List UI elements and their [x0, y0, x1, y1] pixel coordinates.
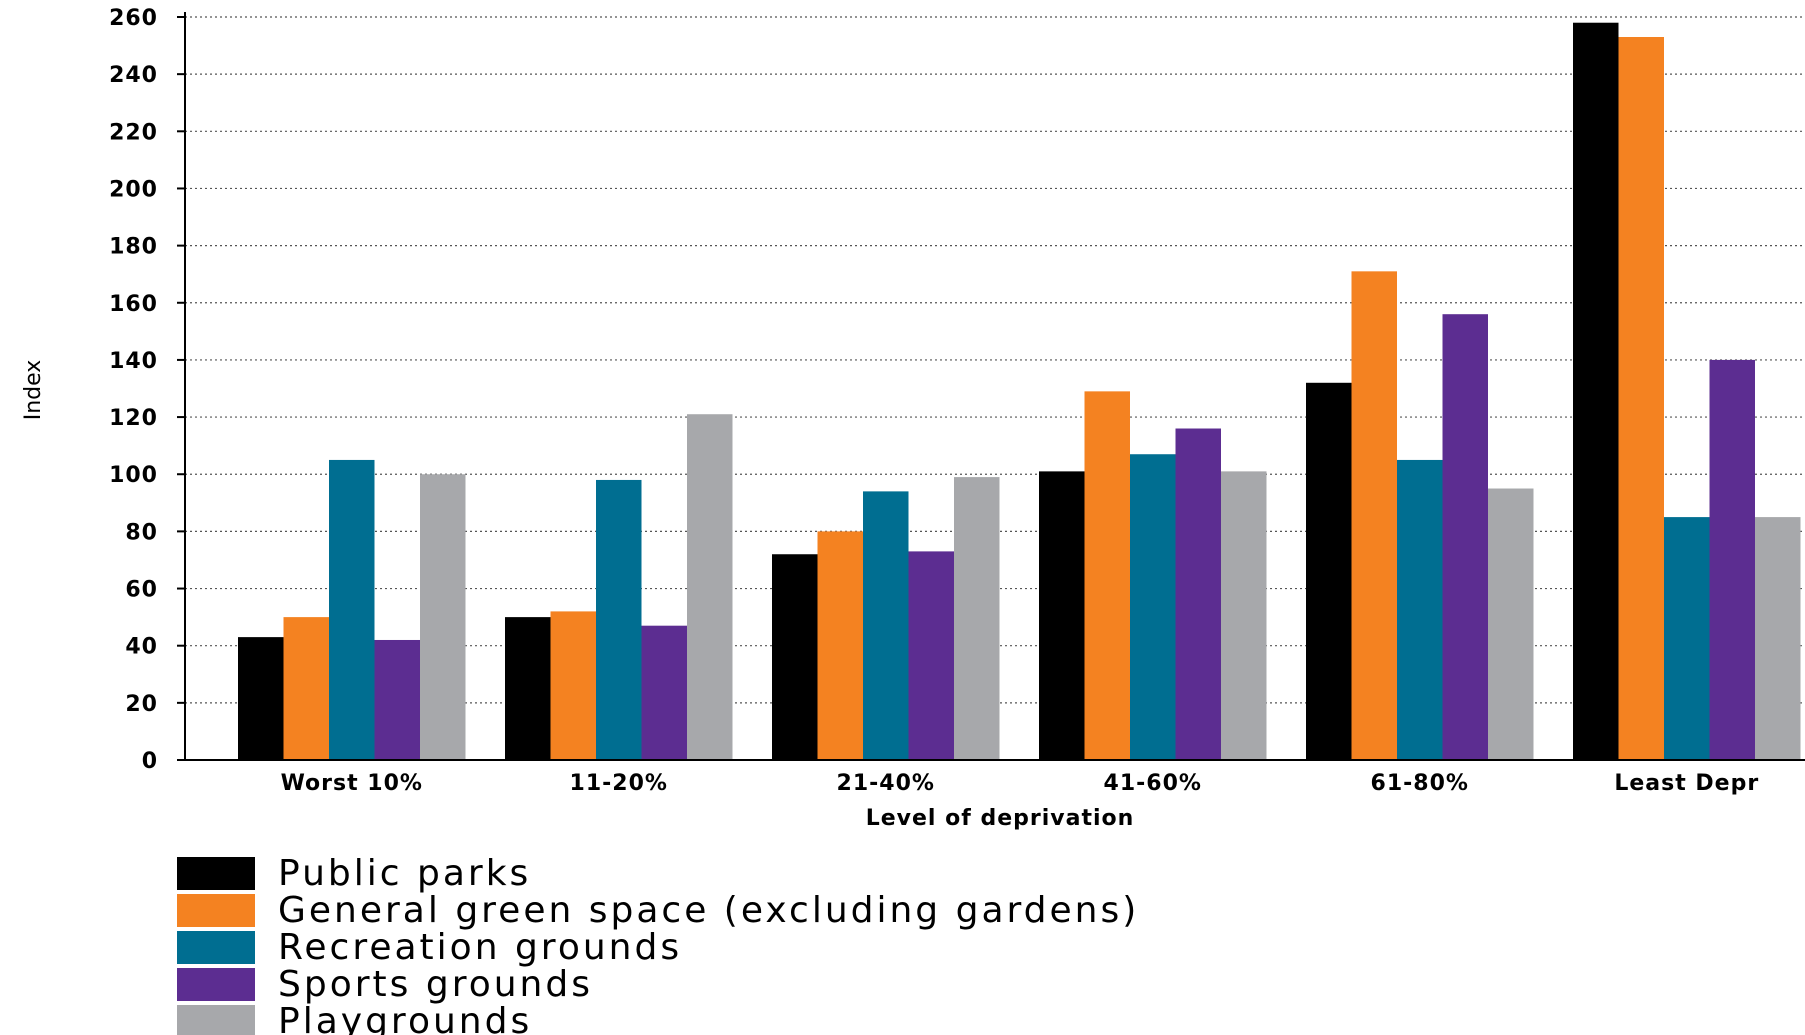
bar-general-green-space-excluding-gardens-2	[817, 531, 863, 760]
x-tick-label: 61-80%	[1371, 771, 1469, 796]
bar-playgrounds-0	[420, 474, 466, 760]
bar-sports-grounds-4	[1442, 314, 1488, 760]
legend-swatch	[177, 968, 255, 1001]
bar-recreation-grounds-4	[1397, 459, 1443, 760]
legend-label: Public parks	[278, 853, 531, 894]
legend-label: General green space (excluding gardens)	[278, 890, 1139, 931]
bar-playgrounds-3	[1221, 471, 1267, 760]
bar-sports-grounds-5	[1709, 359, 1755, 760]
bar-recreation-grounds-3	[1130, 454, 1176, 760]
y-axis-title: Index	[21, 360, 46, 421]
x-tick-labels: Worst 10% 11-20% 21-40% 41-60% 61-80% Least D…	[281, 771, 1759, 796]
y-tick-label: 20	[125, 692, 158, 717]
y-tick-label: 120	[109, 406, 158, 431]
bar-general-green-space-excluding-gardens-0	[283, 617, 329, 760]
y-tick-label: 40	[125, 635, 158, 660]
bar-general-green-space-excluding-gardens-1	[550, 611, 596, 760]
bar-playgrounds-2	[954, 477, 1000, 760]
bars	[238, 22, 1801, 760]
bar-public-parks-1	[505, 617, 551, 760]
x-tick-label: Worst 10%	[281, 771, 423, 796]
x-tick-label: Least Depr	[1614, 771, 1759, 796]
legend-swatch	[177, 1005, 255, 1035]
y-tick-label: 100	[109, 463, 158, 488]
x-tick-label: 21-40%	[837, 771, 935, 796]
y-tick-label: 240	[109, 63, 158, 88]
bar-playgrounds-5	[1755, 517, 1801, 760]
bar-public-parks-5	[1573, 22, 1619, 760]
bar-general-green-space-excluding-gardens-4	[1351, 271, 1397, 760]
axes	[184, 12, 1805, 761]
legend-label: Recreation grounds	[278, 927, 682, 968]
y-tick-label: 180	[109, 235, 158, 260]
bar-sports-grounds-2	[908, 551, 954, 760]
legend-swatch	[177, 857, 255, 890]
y-tick-label: 260	[109, 6, 158, 31]
legend-label: Sports grounds	[278, 964, 593, 1005]
y-tick-label: 80	[125, 520, 158, 545]
bar-sports-grounds-3	[1175, 428, 1221, 760]
y-tick-label: 220	[109, 120, 158, 145]
bar-sports-grounds-1	[641, 625, 687, 760]
legend-swatch	[177, 894, 255, 927]
bar-public-parks-0	[238, 637, 284, 760]
y-tick-label: 200	[109, 177, 158, 202]
x-tick-label: 11-20%	[570, 771, 668, 796]
bar-playgrounds-1	[687, 414, 733, 760]
bar-playgrounds-4	[1488, 488, 1534, 760]
bar-recreation-grounds-2	[863, 491, 909, 760]
y-tick-label: 60	[125, 578, 158, 603]
x-axis-title: Level of deprivation	[866, 806, 1135, 831]
y-tick-label: 0	[142, 749, 158, 774]
y-tick-label: 140	[109, 349, 158, 374]
bar-general-green-space-excluding-gardens-3	[1084, 391, 1130, 760]
bar-public-parks-3	[1039, 471, 1085, 760]
bar-sports-grounds-0	[374, 639, 420, 760]
bar-general-green-space-excluding-gardens-5	[1618, 37, 1664, 760]
bar-public-parks-2	[772, 554, 818, 760]
x-tick-label: 41-60%	[1104, 771, 1202, 796]
y-tick-labels: 0 20 40 60 80 100 120 140 160 180 200 220 240 260	[109, 6, 185, 774]
bar-recreation-grounds-5	[1664, 517, 1710, 760]
bar-recreation-grounds-0	[329, 459, 375, 760]
bar-public-parks-4	[1306, 382, 1352, 760]
legend-label: Playgrounds	[278, 1001, 532, 1035]
legend-swatch	[177, 931, 255, 964]
bar-recreation-grounds-1	[596, 479, 642, 760]
y-tick-label: 160	[109, 292, 158, 317]
